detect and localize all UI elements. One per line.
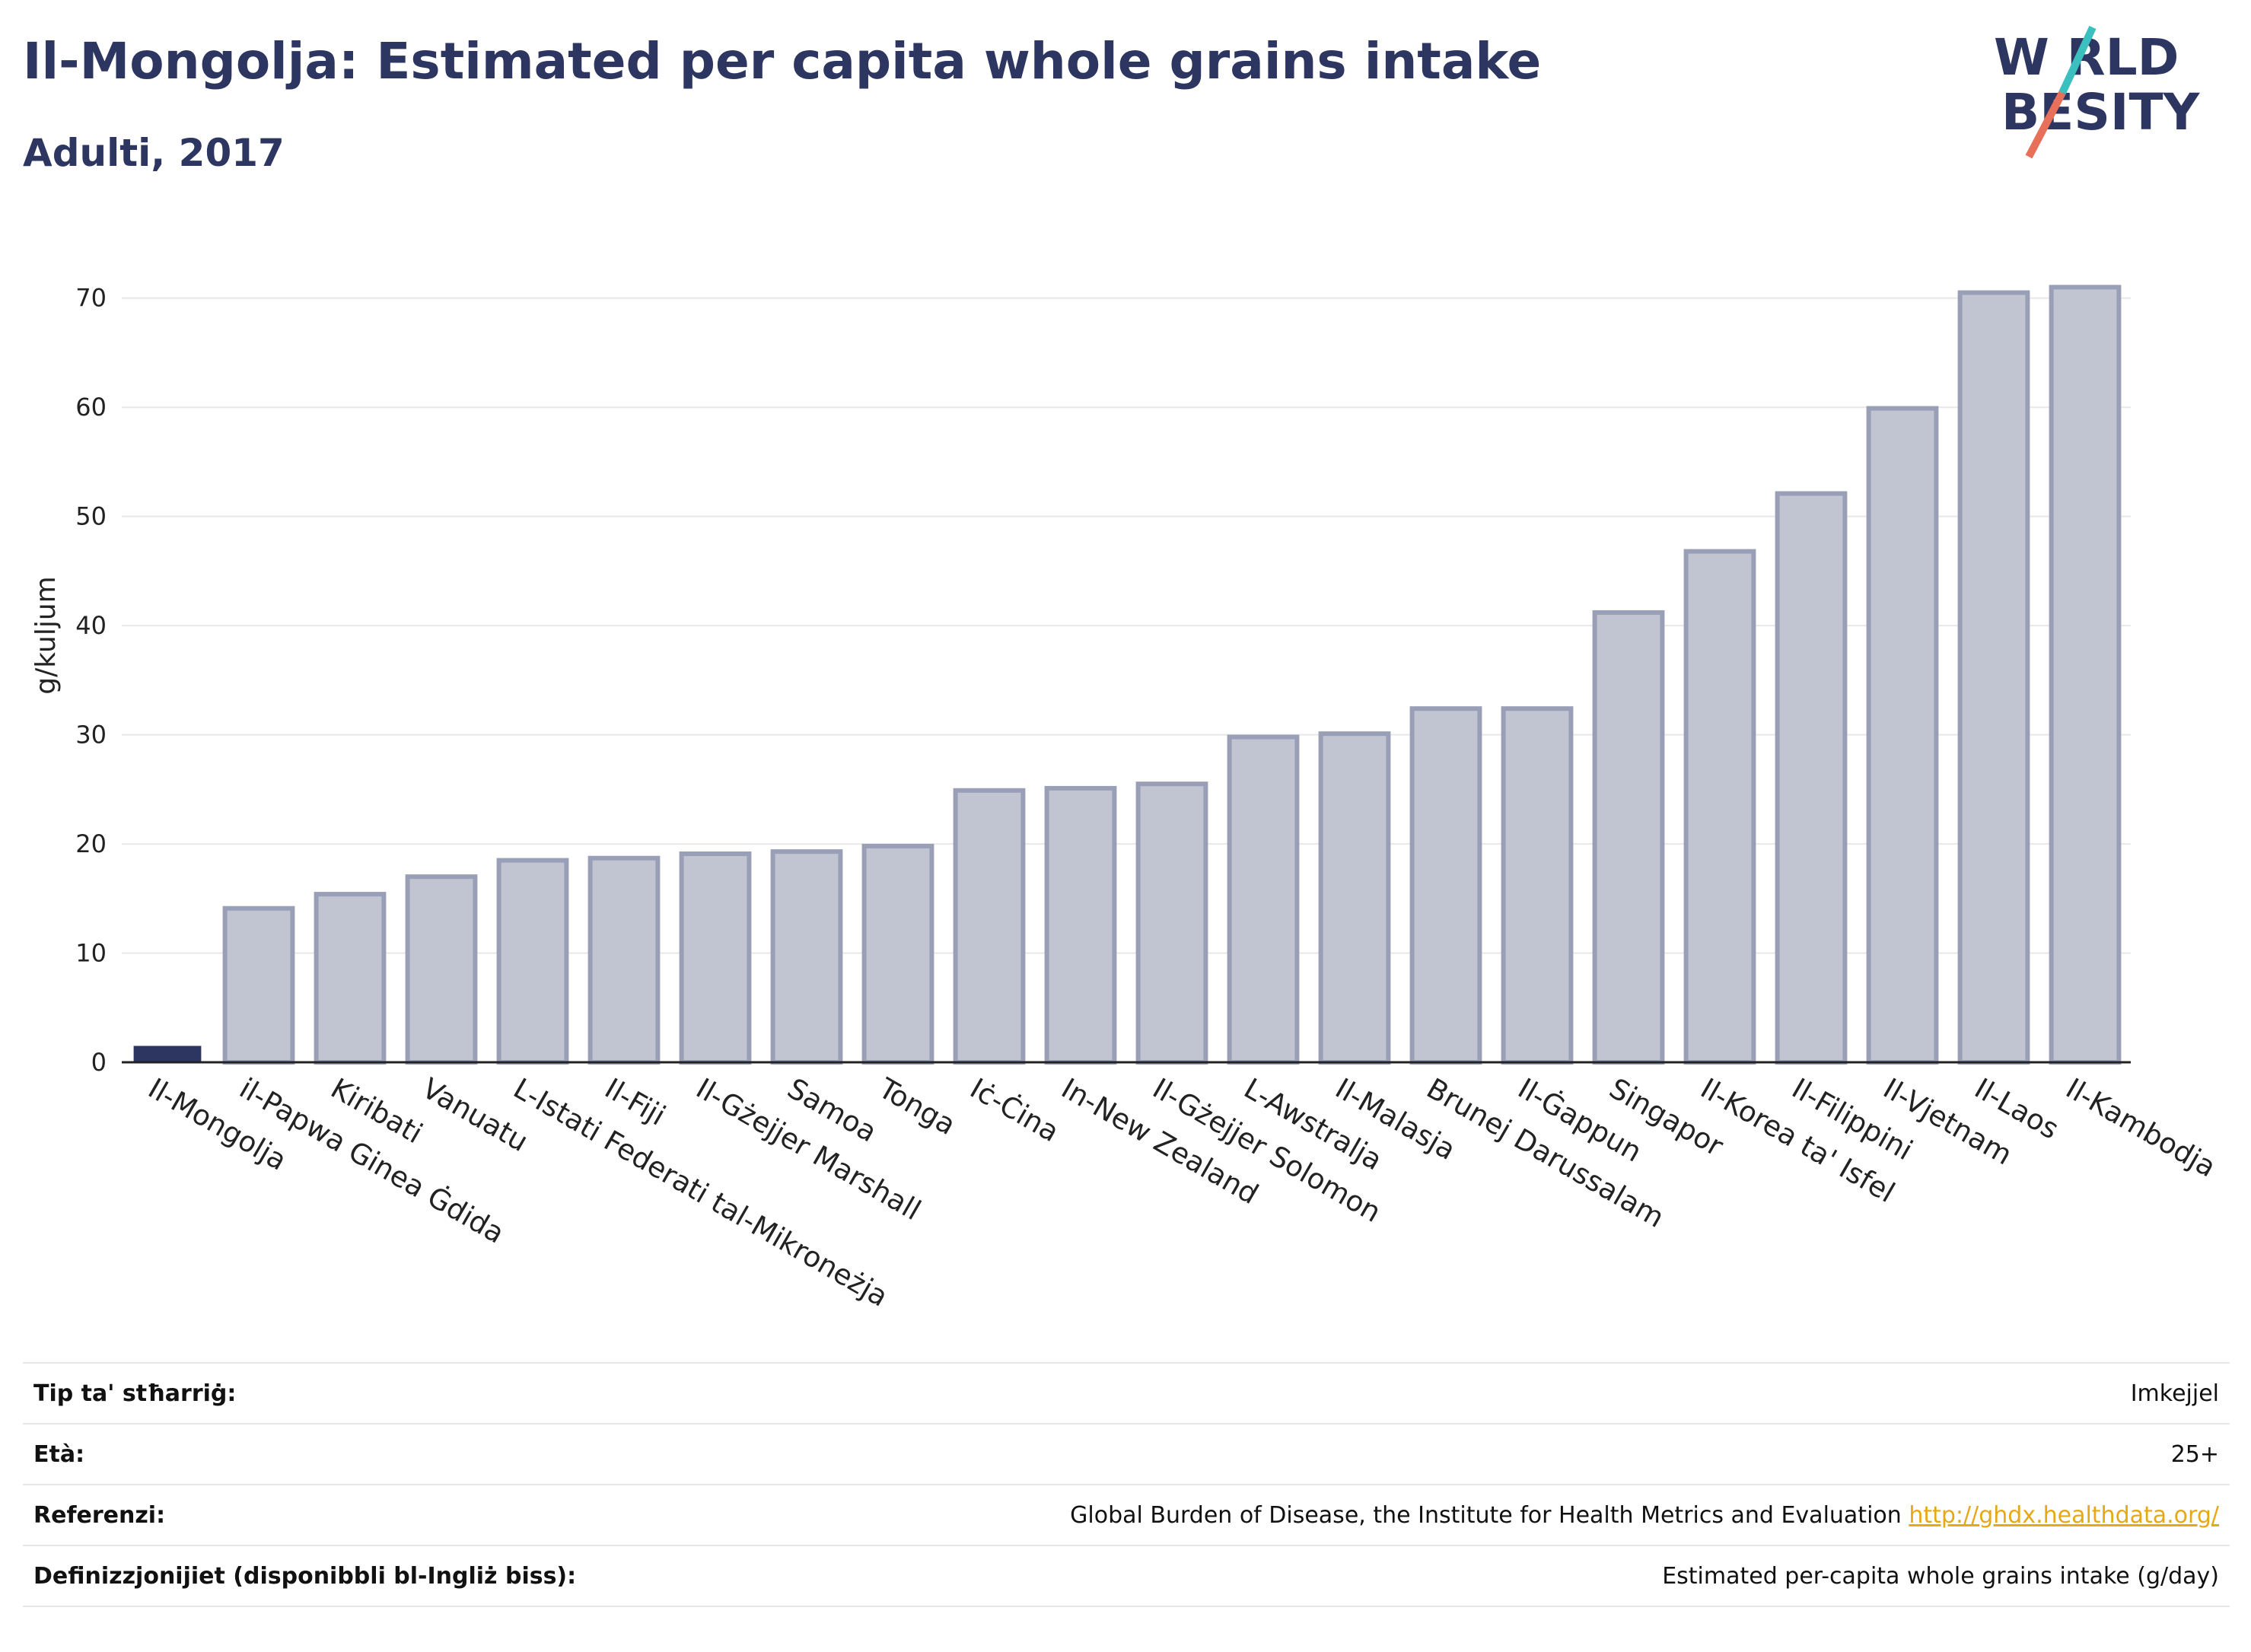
info-label: Definizzjonijiet (disponibbli bl-Ingliż … [23,1545,741,1607]
y-tick-label: 50 [75,502,107,531]
bar [222,906,295,1065]
bar [1318,731,1391,1065]
bar [1409,706,1482,1065]
x-tick-label: Iċ-Ċina [965,1072,1065,1149]
info-row: Referenzi: Global Burden of Disease, the … [23,1484,2230,1546]
logo-slash-teal [2058,25,2097,95]
world-obesity-logo: W RLD BESITY [1994,25,2201,159]
bar [587,855,661,1065]
info-row: Definizzjonijiet (disponibbli bl-Ingliż … [23,1545,2230,1607]
y-tick-label: 70 [75,284,107,313]
bar [770,849,843,1065]
info-value: 25+ [740,1423,2230,1485]
reference-link[interactable]: http://ghdx.healthdata.org/ [1909,1501,2219,1529]
bar [1957,290,2030,1065]
bar [1135,781,1208,1065]
bar [2049,285,2122,1065]
bars [133,285,2122,1065]
info-value: Imkejjel [740,1362,2230,1424]
bar [1866,406,1939,1065]
bar [1501,706,1574,1065]
bar [1227,734,1300,1065]
y-tick-label: 10 [75,939,107,968]
bar [1044,785,1117,1065]
y-tick-label: 60 [75,393,107,422]
bar [496,858,569,1065]
y-tick-label: 40 [75,611,107,640]
y-tick-label: 30 [75,721,107,750]
bar [953,788,1026,1065]
page-title: Il-Mongolja: Estimated per capita whole … [23,32,1542,91]
y-tick-label: 20 [75,829,107,858]
info-value: Estimated per-capita whole grains intake… [740,1545,2230,1607]
x-tick-label: Tonga [873,1071,961,1141]
axes: 0 10 20 30 40 50 60 70 [75,284,2131,1077]
bar [405,874,478,1065]
logo-slash-red [2025,91,2066,159]
bar [314,892,387,1065]
info-label: Tip ta' stħarriġ: [23,1362,741,1424]
bar [1683,549,1756,1065]
info-value: Global Burden of Disease, the Institute … [740,1484,2230,1546]
page-subtitle: Adulti, 2017 [23,131,285,175]
bar [1775,491,1848,1065]
info-label: Referenzi: [23,1484,741,1546]
info-row: Tip ta' stħarriġ: Imkejjel [23,1362,2230,1424]
logo-line-2: BESITY [2001,83,2201,142]
info-row: Età: 25+ [23,1423,2230,1485]
bar [133,1046,202,1062]
bar [679,851,752,1065]
bar [1592,610,1665,1065]
y-axis-label: g/kuljum [30,576,62,694]
x-tick-label: Il-Kambodja [2061,1072,2222,1184]
y-tick-label: 0 [91,1048,107,1077]
bar [861,843,934,1065]
info-label: Età: [23,1423,741,1485]
info-table: Tip ta' stħarriġ: Imkejjel Età: 25+ Referenz… [23,1362,2230,1607]
